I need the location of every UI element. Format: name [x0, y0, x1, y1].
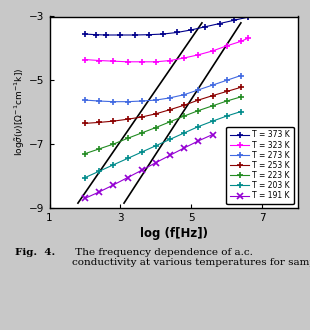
T = 323 K — [112, 59, 115, 63]
T = 273 K — [168, 96, 172, 100]
T = 191 K — [140, 168, 144, 172]
T = 203 K — [182, 131, 186, 135]
T = 203 K — [154, 144, 158, 148]
T = 323 K — [140, 60, 144, 64]
T = 203 K — [112, 163, 115, 167]
T = 223 K — [112, 142, 115, 146]
T = 253 K — [239, 85, 243, 89]
T = 323 K — [97, 58, 101, 62]
T = 323 K — [246, 36, 250, 40]
Legend: T = 373 K, T = 323 K, T = 273 K, T = 253 K, T = 223 K, T = 203 K, T = 191 K: T = 373 K, T = 323 K, T = 273 K, T = 253… — [226, 127, 294, 204]
T = 323 K — [211, 49, 215, 53]
T = 373 K — [232, 18, 236, 22]
T = 191 K — [83, 196, 87, 200]
T = 203 K — [168, 137, 172, 141]
T = 203 K — [126, 156, 129, 160]
T = 191 K — [182, 146, 186, 150]
T = 223 K — [154, 125, 158, 129]
T = 253 K — [112, 119, 115, 123]
T = 223 K — [97, 147, 101, 151]
T = 191 K — [168, 153, 172, 157]
T = 223 K — [168, 120, 172, 124]
Text: The frequency dependence of a.c.
conductivity at various temperatures for sample: The frequency dependence of a.c. conduct… — [72, 248, 310, 267]
T = 373 K — [147, 33, 151, 37]
T = 273 K — [83, 98, 87, 102]
Y-axis label: log$\tilde{\sigma}$($\nu$)[$\Omega^{-1}$cm$^{-1}$k]): log$\tilde{\sigma}$($\nu$)[$\Omega^{-1}$… — [12, 68, 27, 156]
T = 191 K — [154, 161, 158, 165]
T = 191 K — [197, 139, 200, 143]
T = 323 K — [83, 57, 87, 61]
T = 323 K — [239, 39, 243, 43]
T = 253 K — [140, 115, 144, 119]
T = 223 K — [211, 104, 215, 108]
T = 203 K — [197, 124, 200, 128]
Line: T = 203 K: T = 203 K — [82, 109, 244, 181]
Line: T = 253 K: T = 253 K — [82, 84, 244, 126]
T = 373 K — [104, 33, 108, 37]
T = 323 K — [154, 60, 158, 64]
Text: Fig.  4.: Fig. 4. — [15, 248, 55, 257]
T = 253 K — [126, 117, 129, 121]
T = 323 K — [225, 44, 228, 48]
T = 223 K — [83, 152, 87, 156]
T = 273 K — [154, 98, 158, 102]
T = 373 K — [94, 33, 98, 37]
T = 273 K — [140, 99, 144, 103]
Line: T = 191 K: T = 191 K — [82, 132, 215, 201]
T = 253 K — [225, 89, 228, 93]
T = 223 K — [225, 99, 228, 103]
T = 191 K — [126, 176, 129, 180]
Line: T = 273 K: T = 273 K — [82, 73, 244, 105]
T = 253 K — [83, 121, 87, 125]
T = 223 K — [239, 95, 243, 99]
T = 273 K — [211, 83, 215, 87]
T = 273 K — [239, 74, 243, 78]
T = 373 K — [83, 32, 87, 36]
T = 323 K — [197, 53, 200, 57]
T = 273 K — [225, 78, 228, 82]
X-axis label: log (f[Hz]): log (f[Hz]) — [140, 227, 208, 240]
T = 373 K — [189, 28, 193, 32]
T = 373 K — [204, 25, 207, 29]
T = 191 K — [211, 133, 215, 137]
T = 203 K — [97, 169, 101, 173]
T = 273 K — [97, 99, 101, 103]
T = 373 K — [175, 30, 179, 34]
T = 191 K — [112, 183, 115, 187]
T = 273 K — [112, 100, 115, 104]
T = 273 K — [182, 93, 186, 97]
Line: T = 323 K: T = 323 K — [82, 35, 251, 65]
T = 223 K — [140, 131, 144, 135]
T = 253 K — [97, 120, 101, 124]
T = 203 K — [140, 150, 144, 154]
T = 323 K — [126, 60, 129, 64]
T = 373 K — [246, 15, 250, 19]
T = 323 K — [168, 58, 172, 62]
T = 373 K — [133, 33, 136, 37]
Line: T = 223 K: T = 223 K — [82, 94, 244, 156]
T = 373 K — [119, 33, 122, 37]
T = 203 K — [225, 114, 228, 118]
T = 273 K — [197, 88, 200, 92]
T = 253 K — [197, 98, 200, 102]
T = 223 K — [182, 114, 186, 118]
T = 203 K — [83, 176, 87, 180]
T = 223 K — [197, 109, 200, 113]
T = 373 K — [218, 21, 222, 25]
T = 373 K — [161, 32, 165, 36]
T = 203 K — [211, 119, 215, 123]
T = 323 K — [182, 56, 186, 60]
T = 223 K — [126, 136, 129, 140]
T = 253 K — [211, 94, 215, 98]
T = 253 K — [154, 112, 158, 116]
T = 203 K — [239, 110, 243, 114]
T = 273 K — [126, 100, 129, 104]
T = 191 K — [97, 190, 101, 194]
Line: T = 373 K: T = 373 K — [82, 15, 251, 38]
T = 253 K — [168, 108, 172, 112]
T = 253 K — [182, 103, 186, 107]
